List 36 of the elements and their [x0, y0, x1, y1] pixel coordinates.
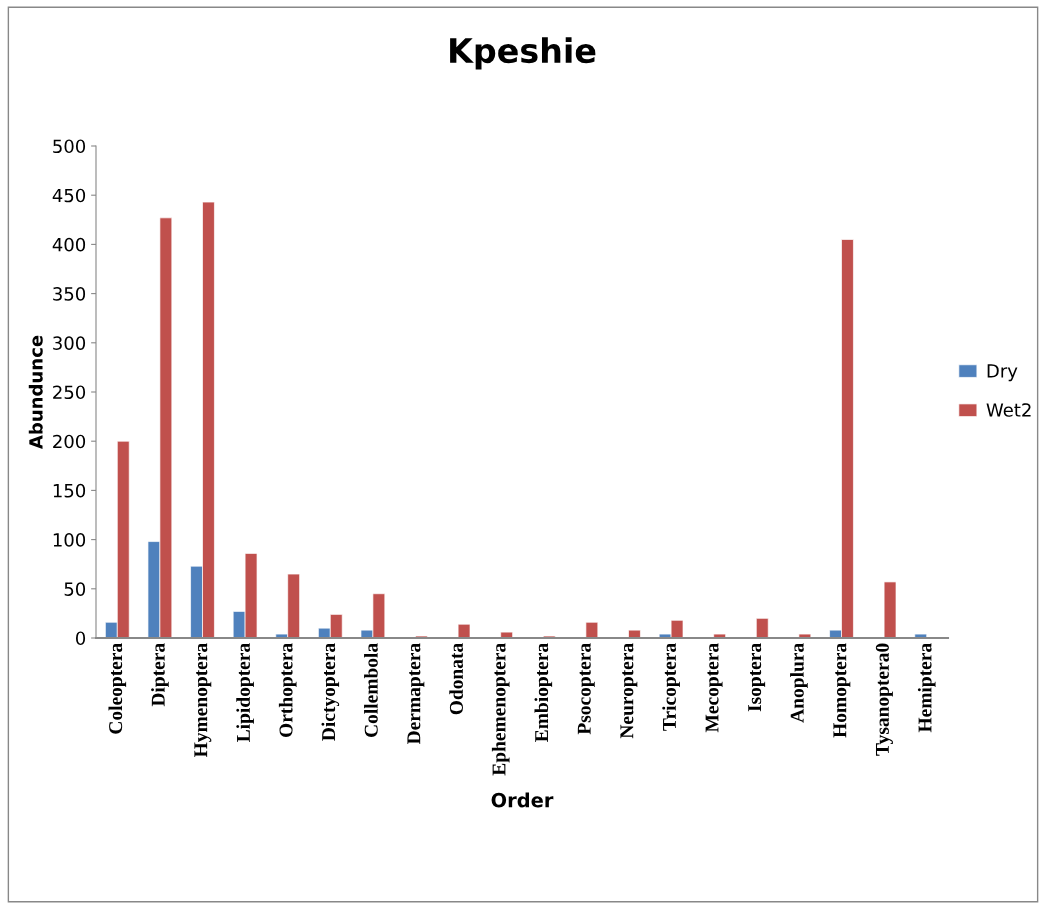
y-tick-label: 400: [52, 237, 86, 252]
x-tick-label: Diptera: [151, 643, 169, 707]
x-tick-label: Dermaptera: [407, 643, 425, 745]
x-tick-label: Neuroptera: [620, 643, 638, 739]
x-tick-label: Mecoptera: [705, 643, 723, 733]
x-tick-label: Hymenoptera: [194, 643, 212, 758]
y-tick-label: 500: [53, 139, 86, 154]
x-tick-label: Orthoptera: [278, 643, 297, 737]
y-tick-label: 100: [53, 533, 86, 547]
legend-label: Dry: [987, 364, 1018, 382]
x-tick-label: Hemiptera: [917, 643, 936, 733]
x-tick-label: Collembola: [364, 643, 378, 737]
y-tick-label: 150: [53, 483, 86, 498]
legend-label: Wet2: [986, 403, 1031, 417]
x-tick-label: Lipidoptera: [236, 643, 254, 742]
x-tick-label: Dictyoptera: [321, 643, 340, 741]
x-tick-label: Tysanoptera0: [875, 643, 893, 756]
x-axis-title: Order: [491, 792, 554, 808]
x-tick-label: Coleoptera: [108, 643, 127, 734]
x-tick-label: Tricoptera: [662, 643, 680, 731]
x-tick-label: Isoptera: [748, 643, 766, 712]
y-tick-label: 350: [53, 287, 86, 301]
y-tick-label: 450: [52, 188, 86, 203]
x-tick-label: Odonata: [449, 643, 463, 715]
y-tick-label: 300: [53, 336, 86, 350]
y-tick-label: 0: [75, 631, 86, 646]
x-tick-label: Anoplura: [790, 643, 808, 723]
x-tick-label: Ephemenoptera: [491, 643, 510, 776]
y-tick-label: 250: [53, 385, 86, 400]
y-axis-title: Abundunce: [28, 335, 43, 449]
chart-title: Kpeshie: [450, 37, 596, 70]
x-tick-label: Homoptera: [833, 643, 851, 738]
y-tick-label: 50: [64, 582, 86, 596]
y-tick-label: 200: [53, 434, 86, 449]
x-tick-label: Psocoptera: [577, 643, 595, 735]
x-tick-label: Embioptera: [534, 643, 553, 742]
